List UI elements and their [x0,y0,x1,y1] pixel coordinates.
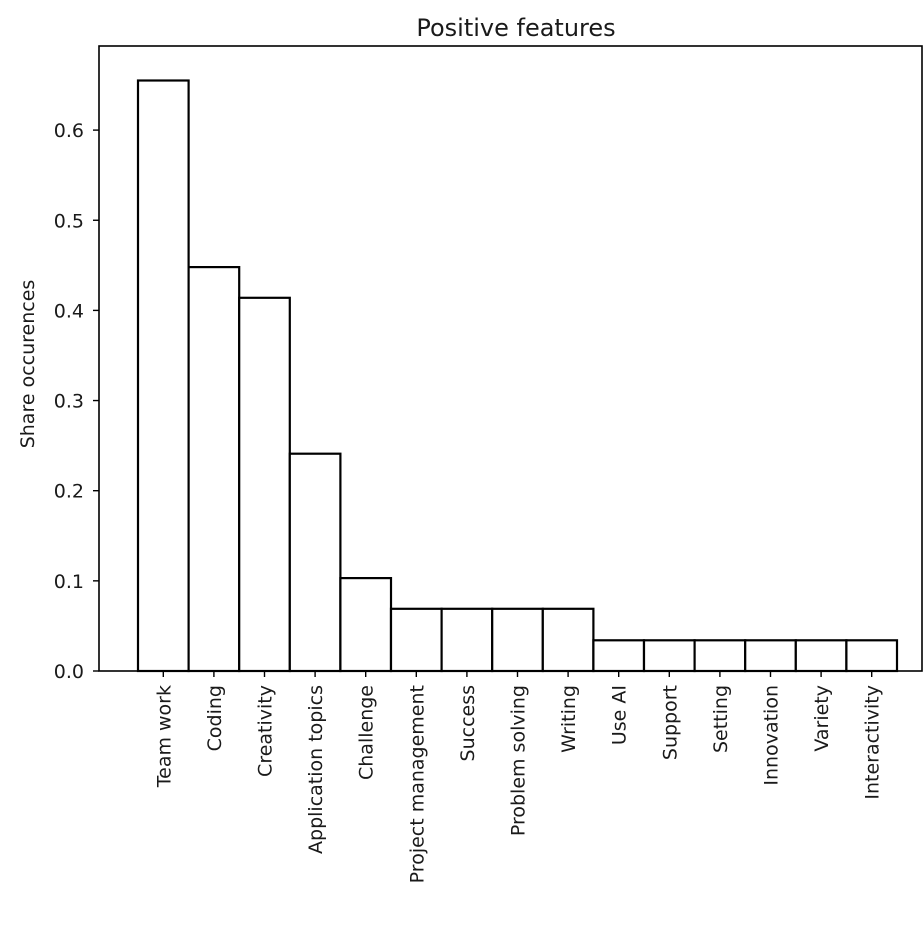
x-tick-label: Creativity [255,685,277,777]
plot-frame [98,45,923,672]
x-tick-label: Coding [204,685,226,751]
bar [642,639,696,673]
x-tick-label: Innovation [761,685,783,786]
x-tick-label: Team work [153,685,175,788]
x-tick-label: Use AI [609,685,631,745]
bar [440,607,494,673]
x-tick-label: Challenge [356,685,378,780]
x-tick-label: Application topics [305,685,327,854]
y-tick-label: 0.3 [54,391,84,413]
y-tick-label: 0.2 [54,481,84,503]
y-axis-label: Share occurences [17,280,39,449]
bars-group [136,79,899,673]
x-tick-label: Setting [710,685,732,753]
bar [339,576,393,673]
bar [491,607,544,673]
bar [389,607,443,673]
x-tick-label: Problem solving [508,685,530,836]
y-tick-label: 0.4 [54,300,84,322]
bar [794,639,848,673]
chart-title: Positive features [416,14,615,42]
y-tick-label: 0.5 [54,210,84,232]
y-tick-label: 0.6 [54,120,84,142]
x-tick-label: Project management [406,685,428,883]
bar [744,639,797,673]
y-tick-label: 0.1 [54,571,84,593]
y-tick-label: 0.0 [54,661,84,683]
x-tick-label: Writing [558,685,580,753]
bar [845,639,899,673]
bar [541,607,595,673]
x-tick-label: Success [457,685,479,761]
x-axis: Team work Coding Creativity Application top… [153,671,884,883]
bar [187,266,241,673]
bar [592,639,646,673]
x-tick-label: Variety [811,685,833,752]
x-tick-label: Interactivity [862,685,884,800]
bar [288,452,342,673]
bar [238,296,291,673]
y-axis: 0.0 0.1 0.2 0.3 0.4 0.5 0.6 [54,120,99,683]
bar [693,639,747,673]
x-tick-label: Support [659,685,681,760]
bar [136,79,190,673]
